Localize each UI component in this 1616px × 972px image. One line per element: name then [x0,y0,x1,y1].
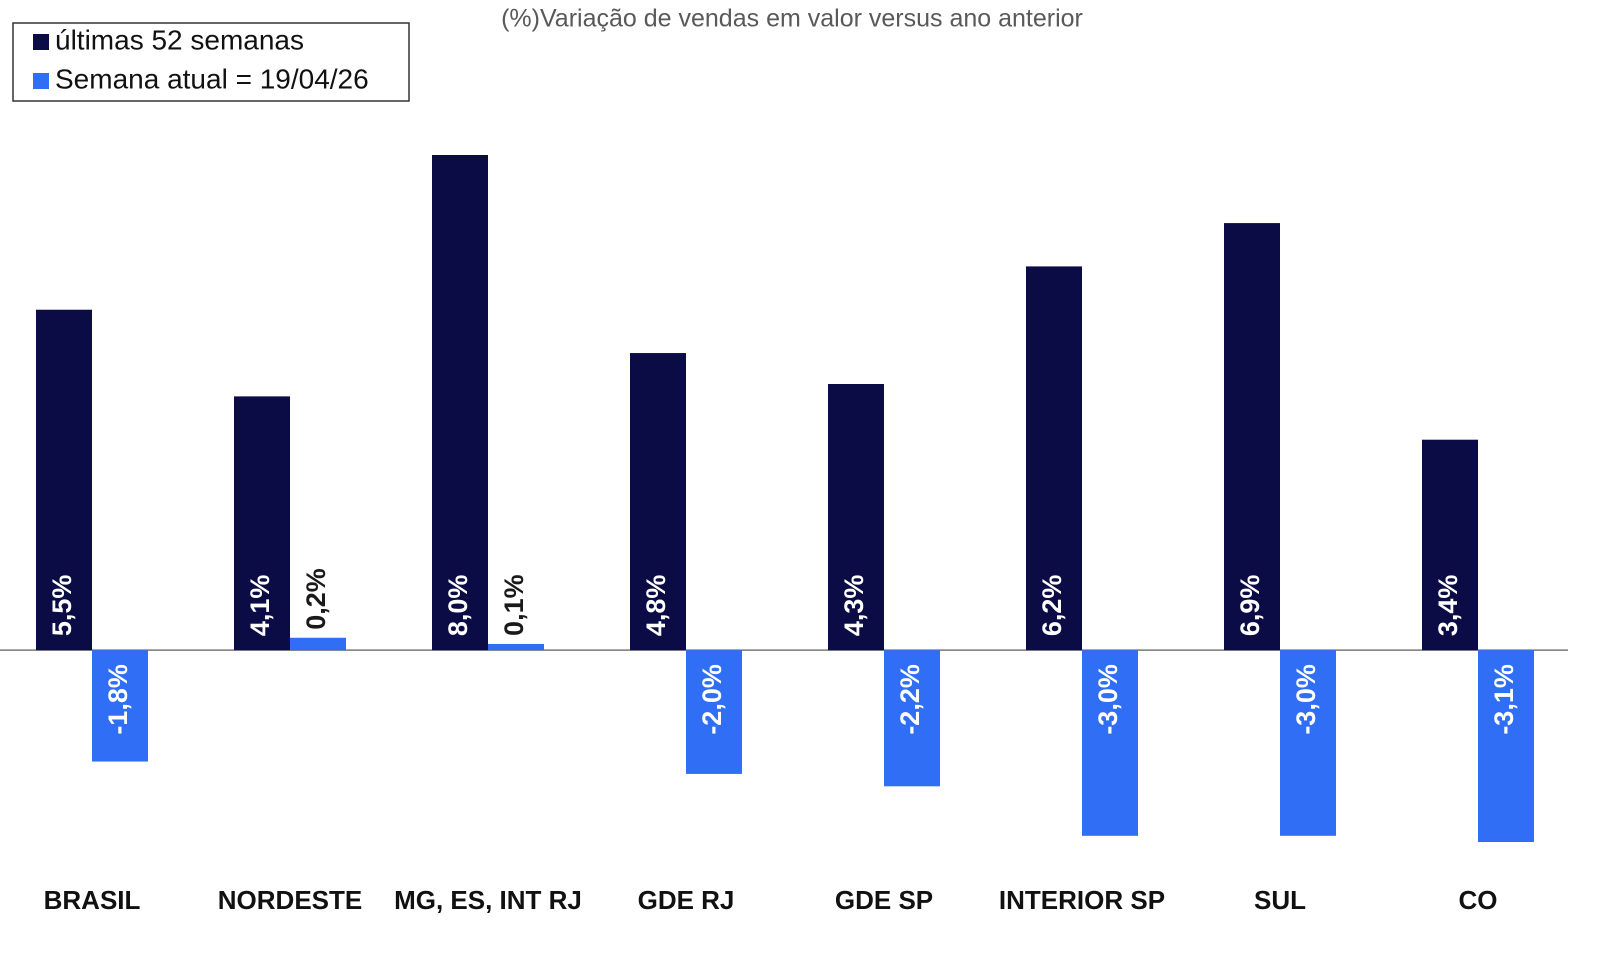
x-tick-label: CO [1458,885,1498,915]
data-label: 3,4% [1433,575,1463,637]
data-label: 0,2% [301,568,331,630]
data-label: -3,0% [1093,664,1123,735]
data-label: 8,0% [443,575,473,637]
data-label: -3,1% [1489,664,1519,735]
data-label: -3,0% [1291,664,1321,735]
legend-swatch [33,34,49,50]
bar [36,309,92,651]
bar [488,643,544,651]
data-label: 6,2% [1037,575,1067,637]
data-label: 4,8% [641,575,671,637]
chart-title: (%)Variação de vendas em valor versus an… [501,5,1083,33]
x-tick-label: INTERIOR SP [998,885,1166,915]
bar [630,353,686,651]
x-tick-label: GDE SP [834,885,934,915]
bar [1422,439,1478,651]
bar [290,637,346,651]
x-tick-label: MG, ES, INT RJ [394,885,582,915]
bar [1082,650,1138,836]
legend-swatch [33,73,49,89]
data-label: -2,0% [697,664,727,735]
data-label: 6,9% [1235,575,1265,637]
data-label: 4,3% [839,575,869,637]
legend-label: Semana atual = 19/04/26 [55,63,369,94]
data-label: 5,5% [47,575,77,637]
bar [1280,650,1336,836]
bar [92,650,148,762]
bar [828,384,884,651]
x-tick-label: NORDESTE [217,885,363,915]
data-label: 0,1% [499,574,529,636]
bar [884,650,940,787]
bar [432,155,488,651]
x-tick-label: BRASIL [43,885,141,915]
x-tick-label: SUL [1254,885,1306,915]
data-label: -1,8% [103,664,133,735]
bar [1026,266,1082,651]
data-label: -2,2% [895,664,925,735]
bar [1224,223,1280,651]
legend-label: últimas 52 semanas [55,24,304,55]
bar [1478,650,1534,842]
data-label: 4,1% [245,575,275,637]
legend-box [12,22,410,102]
x-tick-label: GDE RJ [637,885,735,915]
bar [234,396,290,651]
bar [686,650,742,774]
